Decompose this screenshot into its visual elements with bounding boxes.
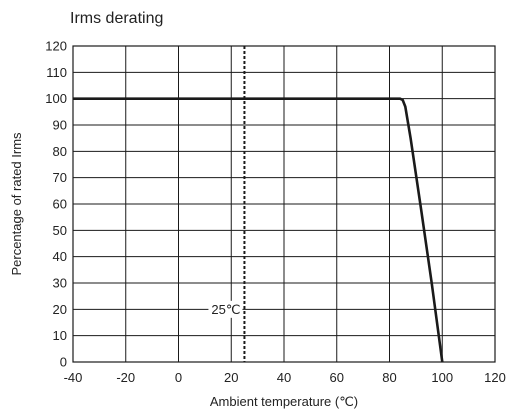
x-tick-labels: -40 -20 0 20 40 60 80 100 120 — [64, 370, 506, 385]
x-tick-label: -40 — [64, 370, 83, 385]
chart-title: Irms derating — [70, 10, 163, 27]
y-tick-label: 90 — [53, 118, 67, 133]
x-tick-label: 60 — [330, 370, 344, 385]
y-tick-label: 70 — [53, 170, 67, 185]
grid — [72, 45, 496, 363]
series-line — [73, 97, 444, 363]
x-tick-label: 20 — [224, 370, 238, 385]
y-tick-label: 10 — [53, 328, 67, 343]
y-tick-label: 30 — [53, 276, 67, 291]
x-tick-label: 0 — [175, 370, 182, 385]
y-tick-label: 40 — [53, 249, 67, 264]
x-axis-label: Ambient temperature (℃) — [210, 394, 358, 409]
y-tick-label: 110 — [46, 65, 67, 80]
y-tick-label: 50 — [53, 223, 67, 238]
x-tick-label: -20 — [116, 370, 135, 385]
x-tick-label: 100 — [431, 370, 453, 385]
y-tick-label: 120 — [45, 39, 67, 54]
y-tick-label: 0 — [60, 355, 67, 370]
reference-label: 25℃ — [211, 302, 240, 317]
y-tick-label: 100 — [45, 91, 67, 106]
y-tick-labels: 0 10 20 30 40 50 60 70 80 90 100 110 120 — [45, 39, 67, 370]
y-tick-label: 60 — [53, 197, 67, 212]
plot-frame — [72, 45, 496, 363]
y-tick-label: 80 — [53, 144, 67, 159]
y-tick-label: 20 — [53, 302, 67, 317]
x-tick-label: 120 — [484, 370, 506, 385]
reference-label-background — [208, 300, 243, 318]
x-tick-label: 40 — [277, 370, 291, 385]
x-tick-label: 80 — [382, 370, 396, 385]
y-axis-label: Percentage of rated Irms — [9, 132, 24, 276]
